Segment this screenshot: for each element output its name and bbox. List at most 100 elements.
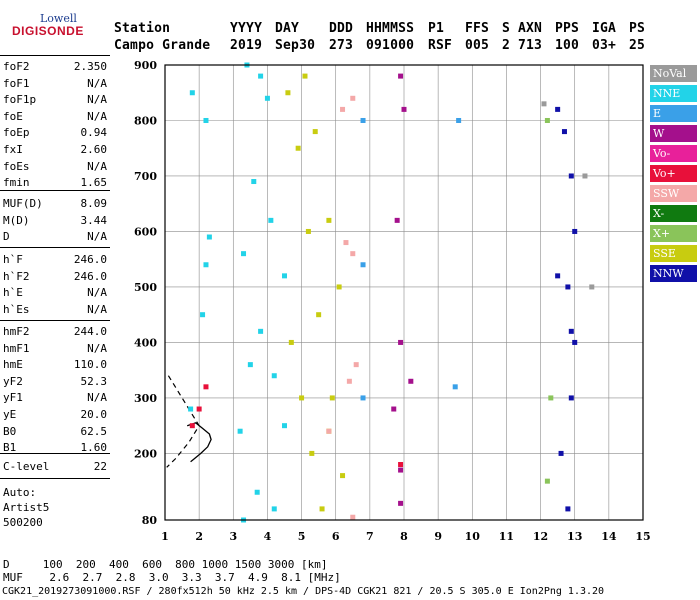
- logo-digisonde: DIGISONDE: [12, 24, 84, 38]
- legend-item-x: X-: [650, 205, 697, 222]
- data-point: [398, 339, 404, 345]
- header-label-p1: P1: [428, 21, 445, 36]
- x-tick-label: 12: [533, 530, 548, 543]
- param-value: N/A: [87, 159, 107, 173]
- header-label-axn: AXN: [518, 21, 543, 36]
- header-value-iga: 03+: [592, 38, 617, 53]
- header-label-iga: IGA: [592, 21, 617, 36]
- header-label-day: DAY: [275, 21, 300, 36]
- distance-row: D 100 200 400 600 800 1000 1500 3000 [km…: [3, 558, 328, 571]
- header-value-ddd: 273: [329, 38, 354, 53]
- header-label-s: S: [502, 21, 511, 36]
- param-name: foE: [3, 109, 23, 123]
- data-point: [541, 101, 547, 107]
- param-name: foF2: [3, 60, 30, 73]
- separator: [0, 453, 110, 454]
- header-label-yyyy: YYYY: [230, 21, 263, 36]
- param-name: B0: [3, 424, 17, 438]
- separator: [0, 320, 110, 321]
- param-value: 0.94: [80, 126, 108, 140]
- y-tick-label: 800: [134, 114, 157, 127]
- data-point: [343, 240, 349, 246]
- series-w: [391, 73, 414, 506]
- x-tick-label: 8: [400, 530, 408, 543]
- legend-item-w: W: [650, 125, 697, 142]
- param-value: N/A: [87, 230, 107, 244]
- legend-item-vo: Vo+: [650, 165, 697, 182]
- data-point: [555, 273, 561, 279]
- param-name: fxI: [3, 143, 23, 156]
- data-point: [329, 395, 335, 401]
- footer-info: CGK21_2019273091000.RSF / 280fx512h 50 k…: [2, 586, 605, 597]
- y-tick-label: 80: [142, 514, 158, 527]
- param-name: D: [3, 230, 10, 244]
- data-point: [196, 406, 202, 412]
- data-point: [350, 251, 356, 257]
- param-name: yE: [3, 408, 17, 421]
- param-row-md: M(D) 3.44: [3, 213, 107, 228]
- y-tick-label: 400: [134, 336, 157, 349]
- param-name: yF2: [3, 374, 23, 388]
- legend-item-vo: Vo-: [650, 145, 697, 162]
- data-point: [394, 217, 400, 223]
- data-point: [589, 284, 595, 290]
- param-name: fmin: [3, 176, 30, 190]
- data-point: [241, 251, 247, 257]
- data-point: [346, 378, 352, 384]
- param-name: hmF2: [3, 325, 30, 338]
- param-value: 1.60: [80, 441, 108, 455]
- param-name: yF1: [3, 391, 23, 405]
- data-point: [200, 312, 206, 318]
- data-point: [565, 506, 571, 512]
- electron-density-profile: [166, 375, 212, 468]
- param-name: foF1: [3, 76, 30, 90]
- header-value-year: 2019: [230, 38, 263, 53]
- data-point: [565, 284, 571, 290]
- muf-row: MUF 2.6 2.7 2.8 3.0 3.3 3.7 4.9 8.1 [MHz…: [3, 571, 341, 584]
- param-value: 52.3: [80, 374, 108, 388]
- separator: [0, 190, 110, 191]
- data-point: [398, 73, 404, 79]
- data-point: [398, 467, 404, 473]
- auto-artist: Artist5: [3, 501, 50, 514]
- data-point: [456, 117, 462, 123]
- legend-item-noval: NoVal: [650, 65, 697, 82]
- header-value-time: 091000: [366, 38, 415, 53]
- param-value: 2.60: [80, 143, 108, 156]
- data-point: [264, 95, 270, 101]
- header-value-day: Sep30: [275, 38, 316, 53]
- header-label-ps: PS: [629, 21, 646, 36]
- param-row-hf2: h`F2 246.0: [3, 269, 107, 284]
- param-row-yf2: yF2 52.3: [3, 374, 107, 389]
- param-row-mufd: MUF(D) 8.09: [3, 196, 107, 211]
- legend-item-x: X+: [650, 225, 697, 242]
- y-tick-label: 900: [134, 59, 157, 72]
- x-tick-label: 15: [635, 530, 650, 543]
- param-row-hes: h`Es N/A: [3, 302, 107, 317]
- separator: [0, 478, 110, 479]
- y-tick-label: 700: [134, 170, 157, 183]
- param-value: N/A: [87, 109, 107, 123]
- series-ssw: [326, 95, 359, 520]
- param-name: h`F2: [3, 269, 30, 283]
- data-point: [326, 217, 332, 223]
- data-point: [452, 384, 458, 390]
- data-point: [203, 117, 209, 123]
- param-value: 22: [93, 460, 107, 473]
- data-point: [312, 129, 318, 135]
- y-axis-ticks: 80 200 300 400 500 600 700 800 900: [134, 59, 157, 527]
- header-value-s: 2: [502, 38, 511, 53]
- series-vo: [189, 384, 404, 468]
- param-row-ye: yE 20.0: [3, 407, 107, 422]
- data-point: [401, 106, 407, 112]
- series-noval: [541, 101, 595, 290]
- data-point: [582, 173, 588, 179]
- data-point: [398, 500, 404, 506]
- header-label-station: Station: [114, 21, 171, 36]
- data-point: [572, 228, 578, 234]
- header-value-p1: RSF: [428, 38, 453, 53]
- data-point: [360, 262, 366, 268]
- param-value: 20.0: [80, 408, 108, 421]
- data-point: [568, 395, 574, 401]
